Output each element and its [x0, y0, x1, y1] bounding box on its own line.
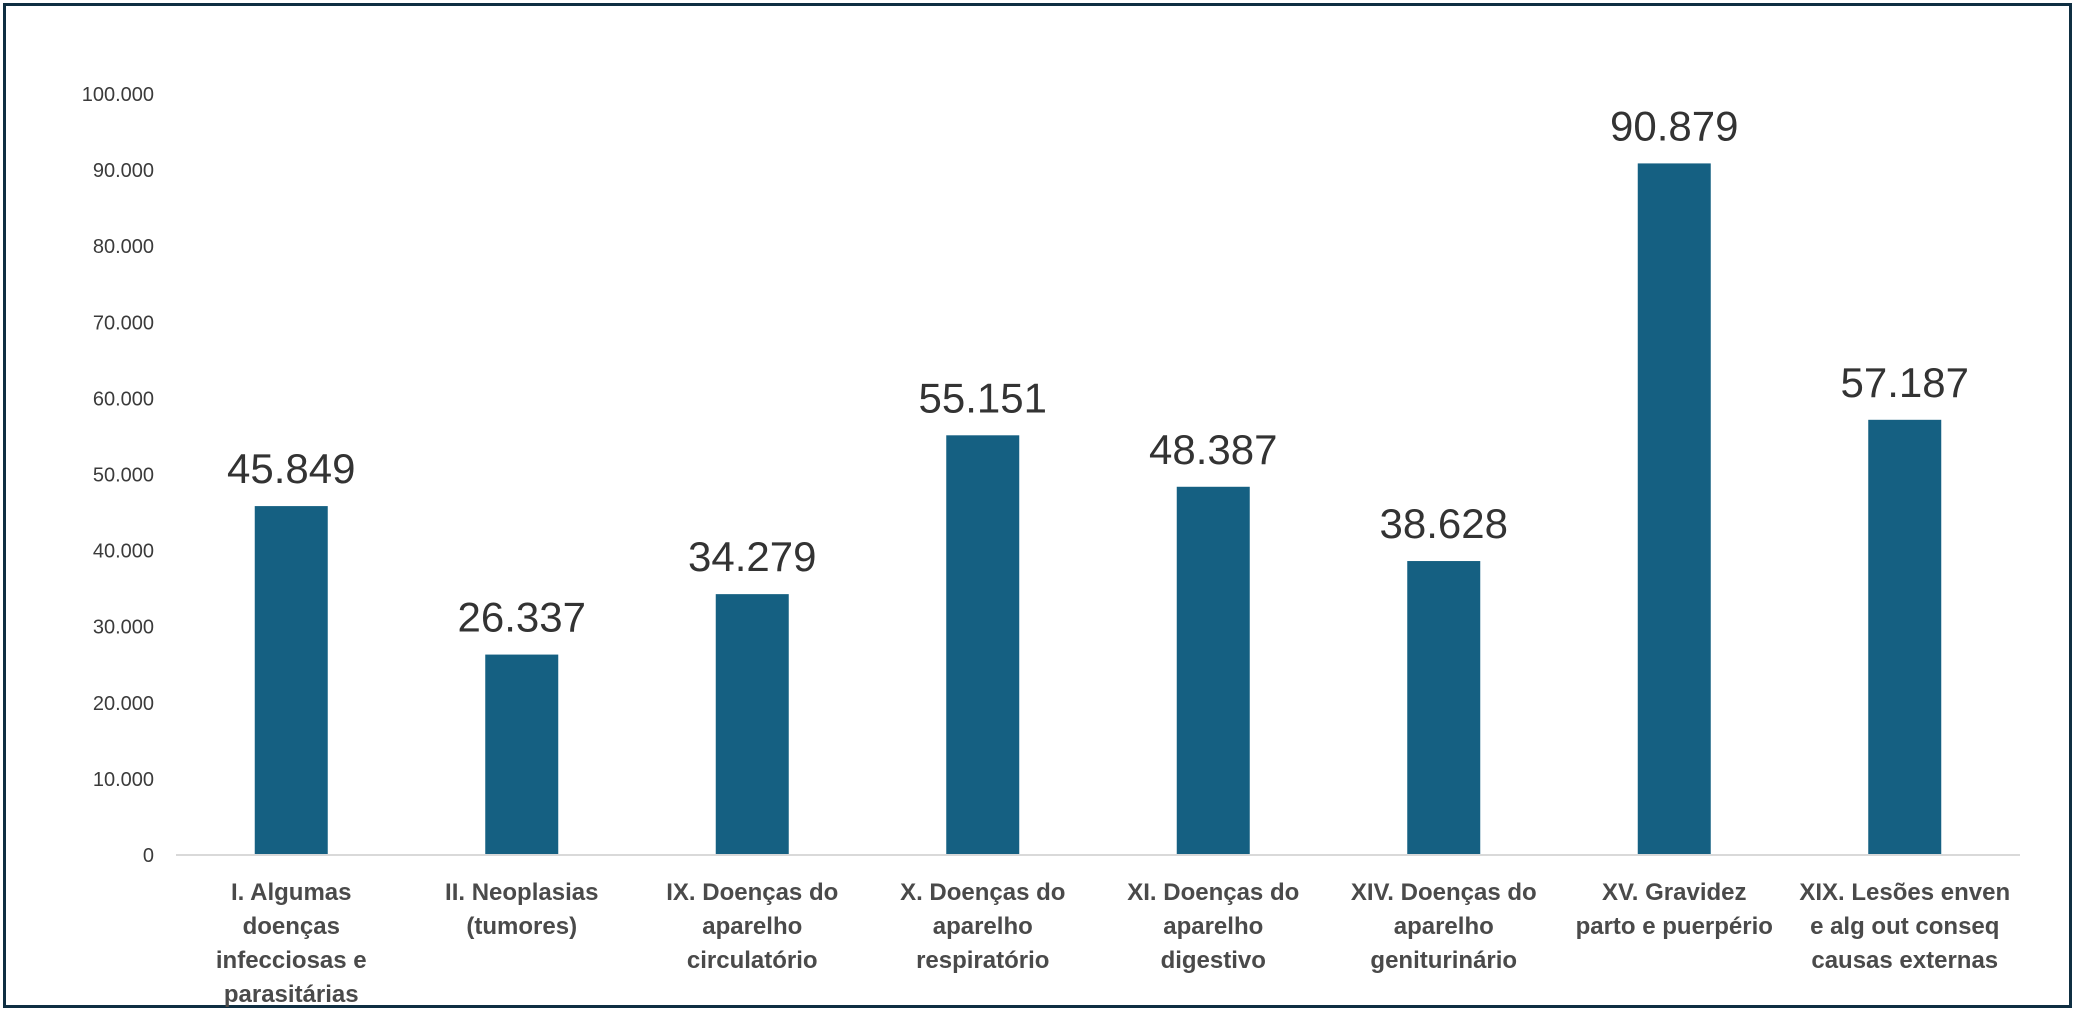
bar — [946, 435, 1020, 855]
x-axis: I. Algumas doenças infecciosas e parasitári… — [176, 854, 2020, 1008]
category-label: IX. Doenças do — [666, 879, 838, 906]
category-label: parto e puerpério — [1576, 913, 1773, 940]
category-label: aparelho — [702, 913, 802, 940]
y-tick-label: 0 — [143, 845, 154, 867]
category-label: doenças — [243, 913, 340, 940]
data-label: 55.151 — [919, 374, 1047, 421]
bars: 45.849 26.337 34.279 55.151 48.387 38.628 90.8… — [227, 102, 1969, 855]
y-tick-label: 90.000 — [93, 160, 154, 182]
bar — [254, 506, 328, 855]
data-label: 48.387 — [1149, 426, 1277, 473]
category-label: respiratório — [916, 947, 1049, 974]
y-tick-label: 70.000 — [93, 312, 154, 334]
category-label: aparelho — [1394, 913, 1494, 940]
bar — [715, 594, 789, 855]
category-label: infecciosas e — [216, 947, 367, 974]
bar — [1176, 486, 1250, 855]
category-label: XIV. Doenças do — [1351, 879, 1537, 906]
category-label: XV. Gravidez — [1602, 879, 1747, 906]
y-tick-label: 100.000 — [82, 84, 154, 106]
category-label: I. Algumas — [231, 879, 351, 906]
bar — [1637, 163, 1711, 855]
data-label: 57.187 — [1841, 359, 1969, 406]
bar — [485, 654, 559, 855]
data-label: 38.628 — [1380, 500, 1508, 547]
category-label: (tumores) — [466, 913, 577, 940]
category-label: XI. Doenças do — [1127, 879, 1299, 906]
y-tick-label: 50.000 — [93, 465, 154, 487]
y-tick-label: 30.000 — [93, 617, 154, 639]
y-tick-label: 40.000 — [93, 541, 154, 563]
y-axis: 0 10.000 20.000 30.000 40.000 50.000 60.000 70.… — [82, 84, 154, 867]
category-label: e alg out conseq — [1810, 913, 1999, 940]
y-tick-label: 10.000 — [93, 769, 154, 791]
y-tick-label: 60.000 — [93, 388, 154, 410]
category-label: causas externas — [1811, 947, 1998, 974]
chart-frame — [3, 3, 2072, 1008]
category-label: aparelho — [933, 913, 1033, 940]
data-label: 34.279 — [688, 533, 816, 580]
category-label: XIX. Lesões enven — [1799, 879, 2010, 906]
category-label: circulatório — [687, 947, 818, 974]
bar — [1407, 561, 1481, 855]
y-tick-label: 20.000 — [93, 693, 154, 715]
category-label: geniturinário — [1370, 947, 1517, 974]
y-tick-label: 80.000 — [93, 236, 154, 258]
data-label: 45.849 — [227, 445, 355, 492]
data-label: 90.879 — [1610, 102, 1738, 149]
category-label: parasitárias — [224, 981, 359, 1008]
data-label: 26.337 — [458, 594, 586, 641]
bar — [1868, 419, 1942, 855]
category-label: digestivo — [1161, 947, 1266, 974]
category-label: aparelho — [1163, 913, 1263, 940]
category-label: X. Doenças do — [900, 879, 1065, 906]
category-label: II. Neoplasias — [445, 879, 598, 906]
